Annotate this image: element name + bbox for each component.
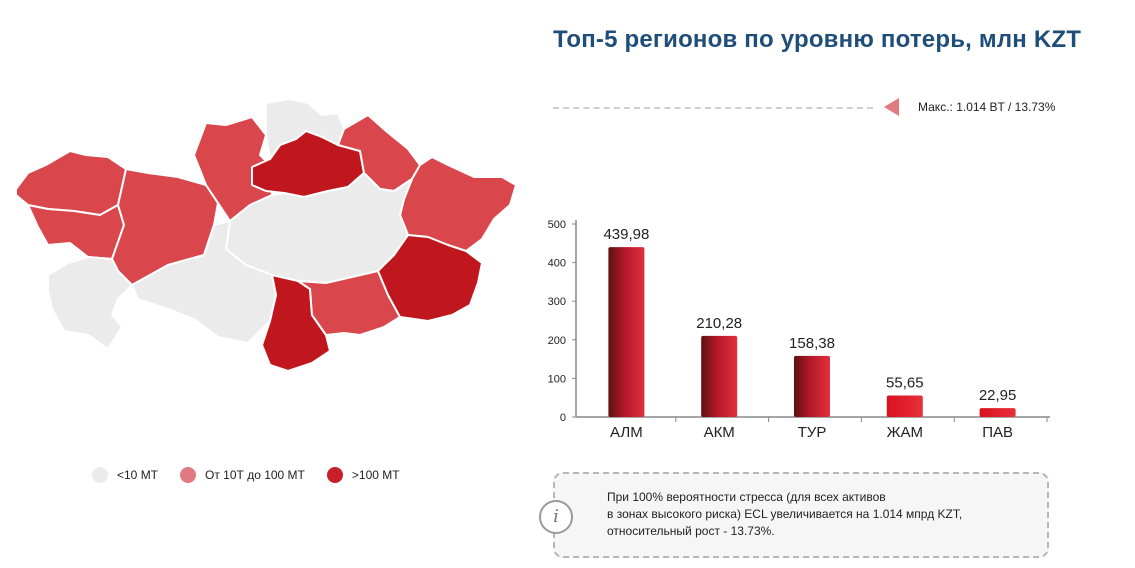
- map-legend: <10 MT От 10Т до 100 MT >100 MT: [92, 467, 400, 483]
- bar: [794, 355, 830, 417]
- legend-dot-low: [92, 467, 108, 483]
- x-category-label: ЖАМ: [887, 424, 923, 441]
- legend-item-high: >100 MT: [326, 467, 400, 483]
- info-line-2: в зонах высокого риска) ECL увеличиваетс…: [607, 507, 963, 521]
- map-region-zhambyl: [297, 270, 401, 336]
- y-tick-label: 100: [548, 373, 566, 385]
- legend-dot-high: [326, 467, 343, 483]
- y-tick-label: 0: [560, 412, 566, 424]
- bar: [886, 395, 923, 417]
- info-text: При 100% вероятности стресса (для всех а…: [607, 489, 962, 540]
- legend-item-mid: От 10Т до 100 MT: [180, 467, 305, 483]
- info-box: i При 100% вероятности стресса (для всех…: [539, 472, 1049, 558]
- page-title: Топ-5 регионов по уровню потерь, млн KZT: [553, 26, 1082, 53]
- bar-value-label: 22,95: [979, 387, 1017, 404]
- legend-item-low: <10 MT: [92, 467, 158, 483]
- info-icon: i: [539, 500, 573, 534]
- y-tick-label: 400: [548, 258, 566, 270]
- legend-label-low: <10 MT: [117, 468, 159, 482]
- bar-chart: 0 100 200 300 400 500 439,98 АЛМ 210,28 АКМ 158,38…: [548, 219, 1050, 441]
- bar: [701, 335, 738, 417]
- x-category-label: АКМ: [704, 424, 735, 441]
- max-marker-icon: [884, 98, 899, 116]
- x-category-label: ПАВ: [982, 424, 1013, 441]
- info-line-1: При 100% вероятности стресса (для всех а…: [607, 490, 886, 504]
- bar-value-label: 158,38: [789, 335, 835, 352]
- map-region-west-2: [27, 204, 125, 260]
- max-label: Макс.: 1.014 BT / 13.73%: [918, 100, 1056, 114]
- map-region-north-kz: [265, 98, 345, 160]
- info-line-3: относительный рост - 13.73%.: [607, 524, 775, 538]
- y-tick-label: 500: [548, 219, 566, 231]
- y-tick-label: 300: [548, 296, 566, 308]
- bar: [979, 408, 1016, 417]
- bar-value-label: 55,65: [886, 375, 924, 392]
- y-tick-label: 200: [548, 335, 566, 347]
- legend-label-mid: От 10Т до 100 MT: [205, 468, 305, 482]
- bar-value-label: 439,98: [603, 226, 649, 243]
- legend-dot-mid: [180, 467, 197, 483]
- map-region-almaty: [377, 234, 483, 322]
- x-category-label: ТУР: [798, 424, 827, 441]
- bar: [608, 247, 645, 417]
- kazakhstan-region-map: [15, 98, 517, 372]
- x-category-label: АЛМ: [610, 424, 643, 441]
- bar-value-label: 210,28: [696, 315, 742, 332]
- max-reference-line: [553, 107, 873, 109]
- map-region-mangystau: [47, 256, 133, 350]
- legend-label-high: >100 MT: [351, 468, 400, 482]
